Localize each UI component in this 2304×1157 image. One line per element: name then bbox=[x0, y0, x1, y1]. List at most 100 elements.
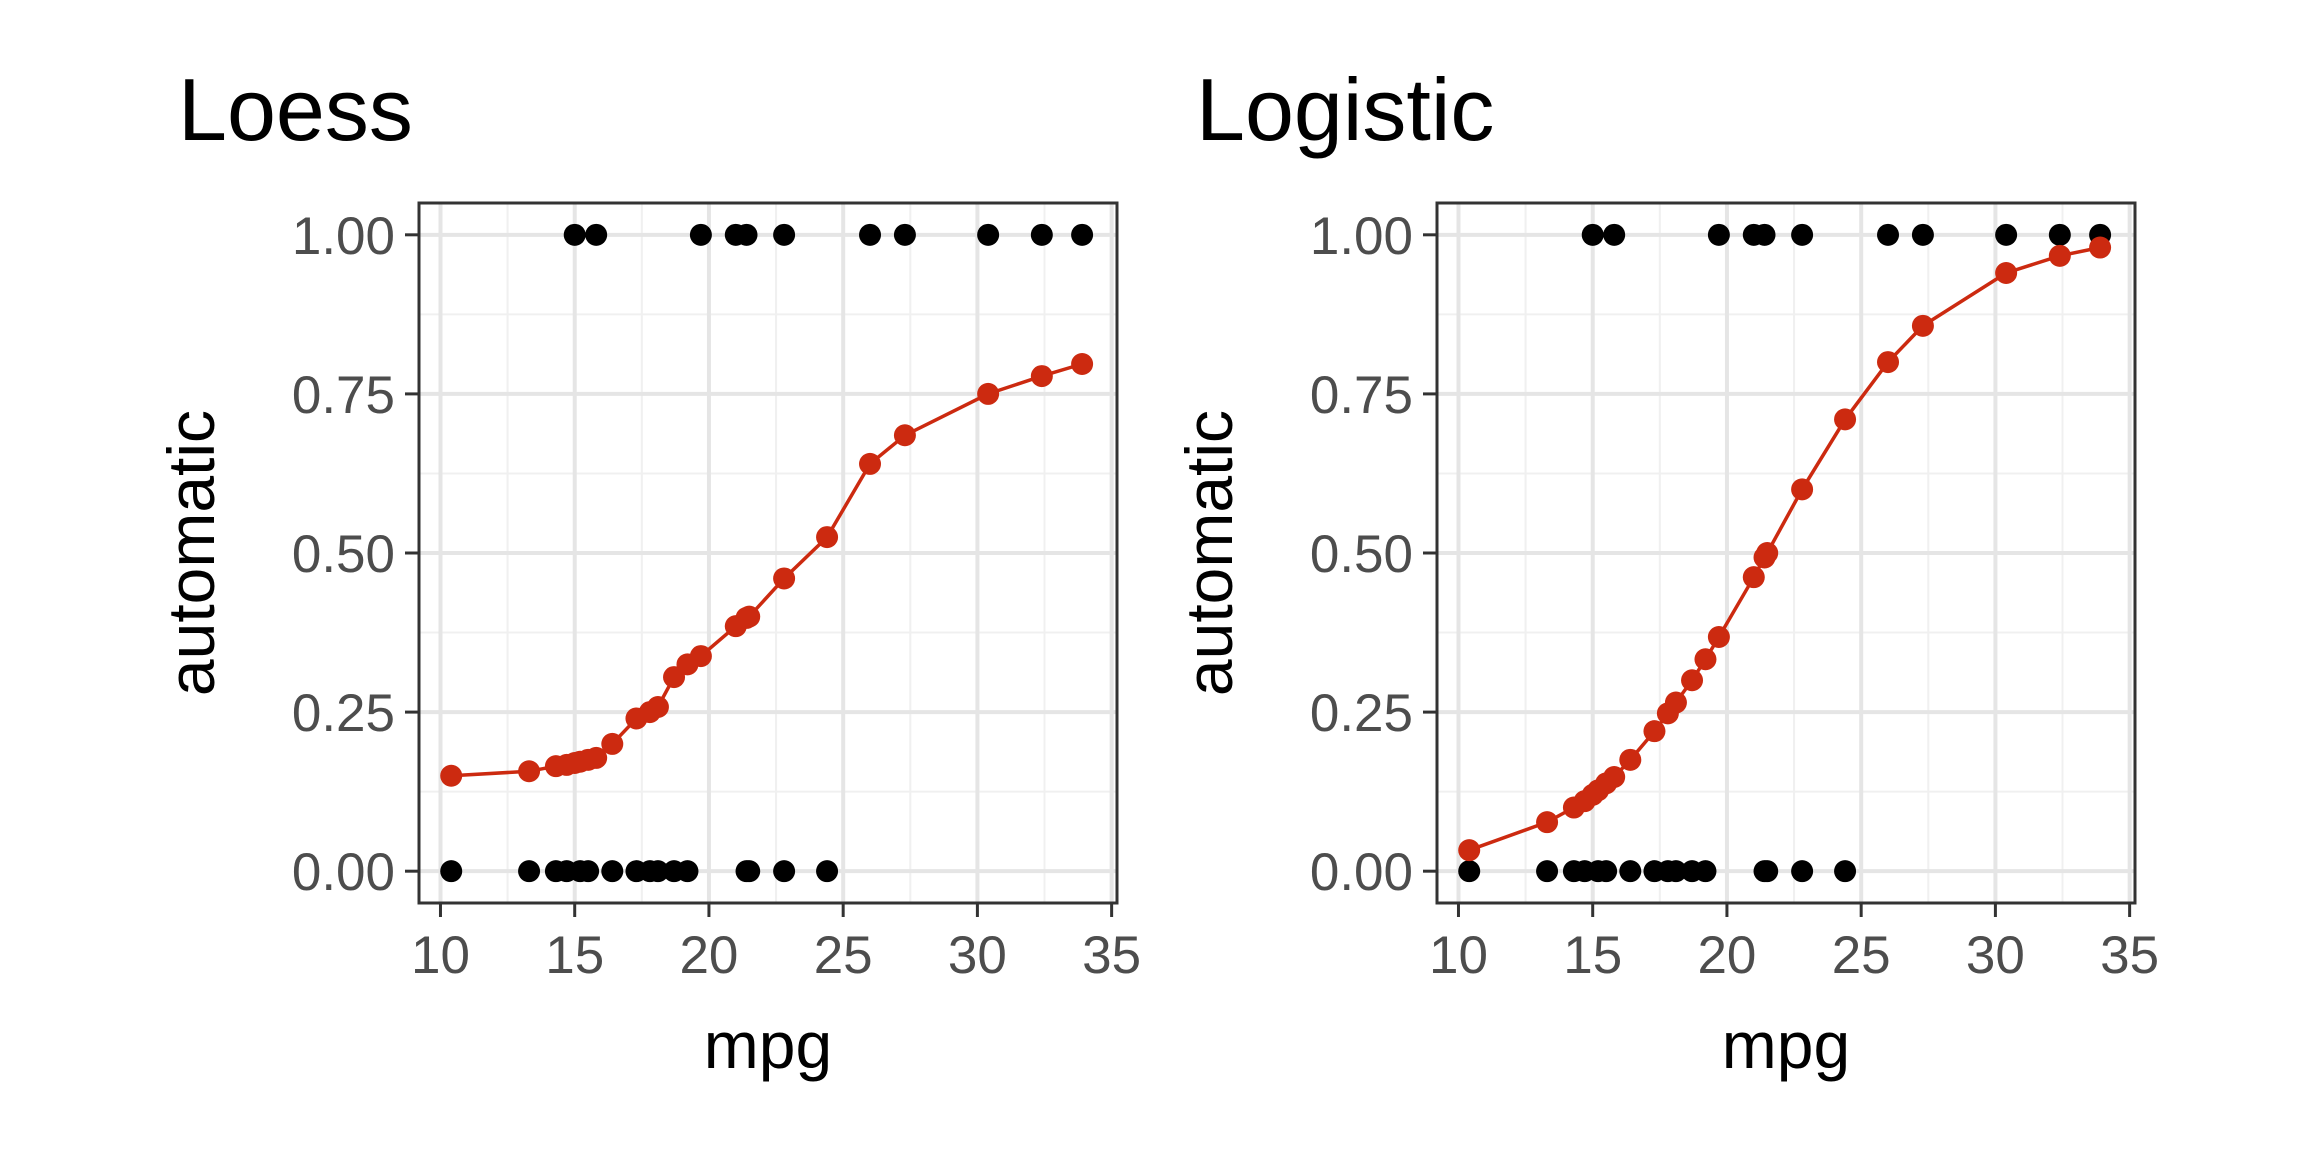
fitted-point bbox=[1995, 262, 2018, 284]
observed-point bbox=[1707, 223, 1730, 246]
fitted-point bbox=[1619, 748, 1642, 771]
y-tick-label: 0.50 bbox=[292, 525, 395, 584]
fitted-point bbox=[1742, 566, 1765, 589]
fitted-point bbox=[1681, 669, 1704, 692]
x-tick-label: 35 bbox=[1082, 926, 1141, 985]
fitted-point bbox=[1643, 720, 1666, 743]
fitted-point bbox=[1458, 839, 1481, 862]
x-tick-label: 20 bbox=[1697, 926, 1756, 985]
fitted-point bbox=[1603, 766, 1626, 788]
x-tick-label: 30 bbox=[948, 926, 1007, 985]
fitted-point bbox=[1756, 542, 1779, 564]
observed-point bbox=[676, 860, 699, 883]
observed-point bbox=[2048, 223, 2071, 246]
fitted-point bbox=[2048, 244, 2071, 267]
fitted-point bbox=[859, 452, 882, 475]
fitted-point bbox=[1911, 314, 1934, 337]
observed-point bbox=[563, 223, 586, 246]
observed-point bbox=[1756, 860, 1779, 883]
y-tick-label: 0.00 bbox=[292, 843, 395, 902]
observed-point bbox=[735, 223, 758, 246]
observed-point bbox=[1791, 860, 1814, 883]
fitted-point bbox=[977, 382, 1000, 405]
x-tick-label: 35 bbox=[2100, 926, 2159, 985]
chart-title: Logistic bbox=[1196, 60, 1494, 159]
observed-point bbox=[977, 223, 1000, 246]
observed-point bbox=[1581, 223, 1604, 246]
fitted-point bbox=[601, 732, 624, 755]
x-tick-label: 25 bbox=[814, 926, 873, 985]
observed-point bbox=[1995, 223, 2018, 246]
x-tick-label: 25 bbox=[1832, 926, 1891, 985]
fitted-point bbox=[1664, 691, 1687, 714]
observed-point bbox=[1603, 223, 1626, 246]
observed-point bbox=[1834, 860, 1857, 883]
observed-point bbox=[1030, 223, 1053, 246]
y-tick-label: 1.00 bbox=[1310, 207, 1413, 266]
observed-point bbox=[1791, 223, 1814, 246]
observed-point bbox=[1753, 223, 1776, 246]
fitted-point bbox=[646, 696, 669, 718]
x-tick-label: 20 bbox=[679, 926, 738, 985]
observed-point bbox=[1694, 860, 1717, 883]
x-axis-label: mpg bbox=[1722, 1008, 1850, 1082]
observed-point bbox=[585, 223, 608, 246]
y-tick-label: 0.75 bbox=[292, 366, 395, 425]
observed-point bbox=[646, 860, 669, 883]
observed-point bbox=[577, 860, 600, 883]
fitted-point bbox=[1694, 648, 1717, 671]
fitted-point bbox=[1536, 811, 1559, 834]
y-axis-label: automatic bbox=[1172, 410, 1246, 696]
observed-point bbox=[1619, 860, 1642, 883]
observed-point bbox=[773, 223, 796, 246]
observed-point bbox=[738, 860, 761, 883]
x-tick-label: 15 bbox=[545, 926, 604, 985]
y-axis-label: automatic bbox=[154, 410, 228, 696]
fitted-point bbox=[689, 645, 712, 668]
fitted-point bbox=[1707, 626, 1730, 648]
observed-point bbox=[440, 860, 463, 883]
observed-point bbox=[816, 860, 839, 883]
fitted-point bbox=[1877, 351, 1900, 374]
observed-point bbox=[601, 860, 624, 883]
fitted-point bbox=[893, 424, 916, 447]
observed-point bbox=[1536, 860, 1559, 883]
observed-point bbox=[518, 860, 541, 883]
fitted-point bbox=[1030, 365, 1053, 388]
fitted-point bbox=[440, 764, 463, 787]
observed-point bbox=[1664, 860, 1687, 883]
observed-point bbox=[893, 223, 916, 246]
fitted-point bbox=[1791, 478, 1814, 501]
fitted-point bbox=[518, 760, 541, 783]
observed-point bbox=[1071, 223, 1094, 246]
fitted-point bbox=[2089, 236, 2112, 259]
observed-point bbox=[1458, 860, 1481, 883]
x-tick-label: 15 bbox=[1563, 926, 1622, 985]
observed-point bbox=[1595, 860, 1618, 883]
y-tick-label: 0.75 bbox=[1310, 366, 1413, 425]
fitted-point bbox=[773, 567, 796, 590]
fitted-point bbox=[738, 605, 761, 628]
x-axis-label: mpg bbox=[704, 1008, 832, 1082]
x-tick-label: 30 bbox=[1966, 926, 2025, 985]
observed-point bbox=[1877, 223, 1900, 246]
fitted-point bbox=[585, 746, 608, 769]
panel-0: Loess 0.00 0.25 0.50 0.75 1.00 10 15 20 25 30 35 mpg… bbox=[154, 60, 1141, 1082]
observed-point bbox=[689, 223, 712, 246]
fitted-point bbox=[816, 526, 839, 549]
y-tick-label: 0.00 bbox=[1310, 843, 1413, 902]
chart-title: Loess bbox=[178, 60, 413, 159]
panel-1: Logistic 0.00 0.25 0.50 0.75 1.00 10 15 20 25 30 35… bbox=[1172, 60, 2159, 1082]
y-tick-label: 0.25 bbox=[292, 684, 395, 743]
y-tick-label: 1.00 bbox=[292, 207, 395, 266]
y-tick-label: 0.25 bbox=[1310, 684, 1413, 743]
observed-point bbox=[1911, 223, 1934, 246]
observed-point bbox=[859, 223, 882, 246]
fitted-point bbox=[1071, 353, 1094, 375]
y-tick-label: 0.50 bbox=[1310, 525, 1413, 584]
x-tick-label: 10 bbox=[1429, 926, 1488, 985]
observed-point bbox=[773, 860, 796, 883]
fitted-point bbox=[1834, 408, 1857, 431]
